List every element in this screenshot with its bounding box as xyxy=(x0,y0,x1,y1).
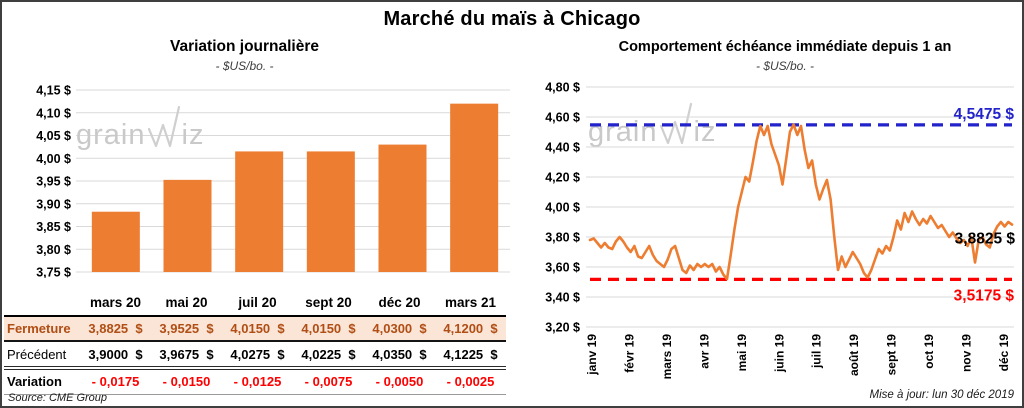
table-row-fermeture: Fermeture 3,8825 $ 3,9525 $ 4,0150 $ 4,0… xyxy=(4,316,506,341)
x-tick-label: oct 19 xyxy=(922,334,936,369)
table-cell: 4,0150 $ xyxy=(230,321,285,336)
y-tick-label: 3,60 $ xyxy=(545,261,580,275)
table-cell: 4,1225 $ xyxy=(443,346,498,362)
row-label: Fermeture xyxy=(7,321,71,336)
line-chart: 4,80 $ 4,60 $ 4,40 $ 4,20 $ 4,00 $ 3,80 $ 3,60… xyxy=(545,82,1016,380)
y-tick-label: 4,05 $ xyxy=(36,129,71,143)
y-tick-label: 4,80 $ xyxy=(545,82,580,95)
last-price-label: 3,8825 $ xyxy=(955,231,1016,248)
column-header: sept 20 xyxy=(305,294,352,310)
x-tick-label: janv 19 xyxy=(585,334,599,376)
row-label: Précédent xyxy=(7,346,67,362)
y-tick-label: 3,80 $ xyxy=(36,243,71,257)
price-line xyxy=(588,123,1014,281)
futures-quotes-table: mars 20 mai 20 juil 20 sept 20 déc 20 ma… xyxy=(4,289,506,395)
x-tick-label: sept 19 xyxy=(885,334,899,376)
column-header: déc 20 xyxy=(378,294,421,310)
column-header: mars 20 xyxy=(89,294,142,310)
x-tick-label: nov 19 xyxy=(960,334,974,372)
table-cell: - 0,0025 xyxy=(446,374,495,390)
y-tick-label: 3,75 $ xyxy=(36,266,71,279)
bar-chart-title: Variation journalière xyxy=(169,38,320,55)
x-tick-label: août 19 xyxy=(847,334,861,376)
y-tick-label: 4,00 $ xyxy=(36,152,71,166)
x-tick-label: mai 19 xyxy=(735,334,749,372)
y-tick-label: 4,40 $ xyxy=(545,141,580,155)
x-tick-label: déc 19 xyxy=(997,334,1011,372)
reference-line-label: 3,5175 $ xyxy=(954,287,1015,304)
reference-line-label: 4,5475 $ xyxy=(954,106,1015,123)
table-cell: 4,0275 $ xyxy=(230,346,285,362)
y-tick-label: 4,10 $ xyxy=(36,106,71,120)
column-header: mai 20 xyxy=(165,294,208,310)
x-tick-label: juin 19 xyxy=(772,334,786,373)
table-cell: - 0,0150 xyxy=(162,374,211,390)
bar-déc 20 xyxy=(378,144,427,272)
table-cell: 3,9675 $ xyxy=(159,346,214,362)
table-cell: - 0,0050 xyxy=(375,374,424,390)
line-chart-subtitle: - $US/bo. - xyxy=(755,59,815,73)
table-cell: 4,0350 $ xyxy=(372,346,427,362)
x-tick-label: juil 19 xyxy=(810,334,824,369)
table-cell: - 0,0075 xyxy=(304,374,353,390)
y-tick-label: 4,00 $ xyxy=(545,201,580,215)
page-title: Marché du maïs à Chicago xyxy=(383,8,641,30)
table-cell: 3,9525 $ xyxy=(159,321,214,336)
y-tick-label: 4,20 $ xyxy=(545,171,580,185)
column-header: mars 21 xyxy=(444,294,497,310)
bar-mars 20 xyxy=(91,211,140,272)
bar-chart-subtitle: - $US/bo. - xyxy=(215,59,274,73)
corner-cell xyxy=(4,289,80,316)
table-cell: 3,8825 $ xyxy=(88,321,143,336)
y-tick-label: 3,40 $ xyxy=(545,291,580,305)
y-tick-label: 3,85 $ xyxy=(36,220,71,234)
table-row-precedent: Précédent 3,9000 $ 3,9675 $ 4,0275 $ 4,0… xyxy=(4,341,506,368)
table-row-variation: Variation - 0,0175 - 0,0150 - 0,0125 - 0… xyxy=(4,368,506,394)
row-label: Variation xyxy=(7,374,62,390)
bar-chart: 4,15 $ 4,10 $ 4,05 $ 4,00 $ 3,95 $ 3,90 $ 3,85… xyxy=(36,84,510,279)
x-tick-label: mars 19 xyxy=(660,334,674,380)
bar-mai 20 xyxy=(163,179,212,272)
y-tick-label: 3,20 $ xyxy=(545,321,580,335)
table-cell: 4,0225 $ xyxy=(301,346,356,362)
table-cell: 4,1200 $ xyxy=(443,321,498,336)
table-cell: - 0,0125 xyxy=(233,374,282,390)
y-tick-label: 4,60 $ xyxy=(545,111,580,125)
source-note: Source: CME Group xyxy=(8,392,108,404)
table-header-row: mars 20 mai 20 juil 20 sept 20 déc 20 ma… xyxy=(4,289,506,316)
table-cell: 4,0150 $ xyxy=(301,321,356,336)
update-note: Mise à jour: lun 30 déc 2019 xyxy=(869,389,1014,401)
line-chart-title: Comportement échéance immédiate depuis 1… xyxy=(618,39,952,55)
bar-juil 20 xyxy=(235,151,284,272)
y-tick-label: 3,95 $ xyxy=(36,175,71,189)
column-header: juil 20 xyxy=(238,294,277,310)
bar-mars 21 xyxy=(450,103,499,273)
table-cell: 4,0300 $ xyxy=(372,321,427,336)
bar-sept 20 xyxy=(306,151,355,272)
table-cell: 3,9000 $ xyxy=(88,346,143,362)
x-tick-label: avr 19 xyxy=(697,334,711,369)
table-cell: - 0,0175 xyxy=(91,374,140,390)
y-tick-label: 3,90 $ xyxy=(36,197,71,211)
y-tick-label: 3,80 $ xyxy=(545,231,580,245)
x-tick-label: févr 19 xyxy=(622,334,636,373)
y-tick-label: 4,15 $ xyxy=(36,84,71,98)
